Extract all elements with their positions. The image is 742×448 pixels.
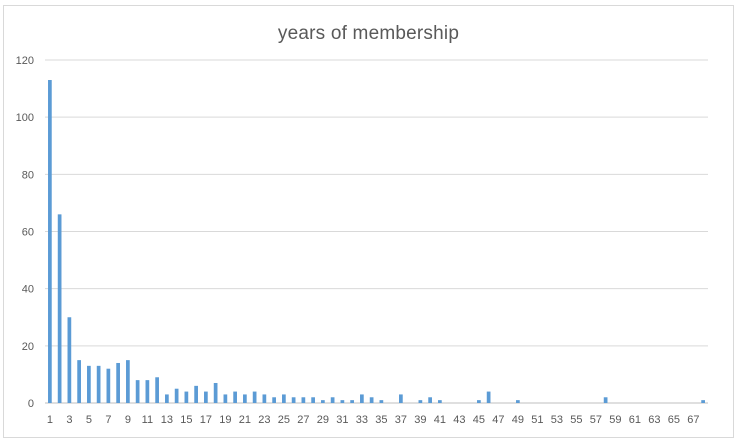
x-tick-label: 51: [531, 414, 543, 426]
bar: [477, 400, 481, 403]
x-tick-label: 35: [375, 414, 387, 426]
bar: [301, 397, 306, 403]
y-tick-label: 20: [22, 341, 34, 353]
bar: [87, 365, 91, 403]
x-tick-label: 3: [66, 414, 72, 426]
bar: [243, 394, 247, 403]
bar: [145, 380, 150, 403]
x-tick-label: 27: [297, 414, 309, 426]
x-tick-label: 9: [125, 414, 131, 426]
bar: [360, 394, 364, 403]
bar: [48, 80, 52, 403]
bar: [67, 317, 72, 403]
bar: [77, 360, 81, 404]
bar: [438, 400, 442, 403]
bar: [330, 397, 335, 403]
bar: [486, 391, 491, 403]
bar: [106, 368, 111, 403]
y-tick-label: 40: [22, 284, 34, 296]
x-tick-label: 31: [336, 414, 348, 426]
x-tick-label: 45: [473, 414, 485, 426]
x-tick-label: 47: [492, 414, 504, 426]
y-tick-label: 120: [16, 55, 34, 67]
bar: [516, 400, 520, 403]
bar: [155, 377, 159, 403]
bar: [603, 397, 608, 403]
x-tick-label: 29: [317, 414, 329, 426]
x-tick-label: 11: [142, 414, 153, 426]
bar: [204, 391, 208, 403]
bar: [311, 397, 315, 403]
x-tick-label: 13: [161, 414, 173, 426]
bar: [126, 360, 130, 404]
x-tick-label: 65: [668, 414, 680, 426]
bar: [184, 391, 189, 403]
y-tick-label: 100: [16, 112, 34, 124]
bar: [282, 394, 286, 403]
bar: [350, 400, 354, 403]
x-tick-label: 61: [629, 414, 641, 426]
x-tick-label: 5: [86, 414, 92, 426]
bar: [213, 382, 218, 403]
x-tick-label: 39: [414, 414, 426, 426]
bar: [135, 380, 140, 403]
x-tick-label: 37: [395, 414, 407, 426]
bar: [262, 394, 267, 403]
x-tick-label: 57: [590, 414, 602, 426]
bar: [428, 397, 432, 403]
bar: [57, 214, 62, 403]
bar: [223, 394, 228, 403]
x-tick-label: 21: [239, 414, 251, 426]
bar: [321, 400, 325, 403]
bar: [252, 391, 257, 403]
bar: [96, 365, 101, 403]
x-tick-label: 7: [105, 414, 111, 426]
y-tick-label: 60: [22, 227, 34, 239]
bar: [194, 385, 198, 403]
bar: [291, 397, 296, 403]
bar: [340, 400, 345, 403]
bar: [379, 400, 384, 403]
bar: [418, 400, 423, 403]
x-tick-label: 19: [219, 414, 231, 426]
x-tick-label: 43: [453, 414, 465, 426]
bar: [701, 400, 705, 403]
x-tick-label: 59: [609, 414, 621, 426]
y-tick-label: 0: [28, 398, 34, 410]
bar: [174, 388, 179, 403]
x-tick-label: 53: [551, 414, 563, 426]
x-tick-label: 33: [356, 414, 368, 426]
bar: [165, 394, 169, 403]
bar: [399, 394, 403, 403]
x-tick-label: 25: [278, 414, 290, 426]
bar: [272, 397, 276, 403]
bar: [369, 397, 374, 403]
bar: [116, 362, 120, 403]
x-tick-label: 1: [47, 414, 53, 426]
x-tick-label: 49: [512, 414, 524, 426]
x-tick-label: 23: [258, 414, 270, 426]
x-tick-label: 63: [648, 414, 660, 426]
y-tick-label: 80: [22, 169, 34, 181]
x-tick-label: 15: [180, 414, 192, 426]
chart-title: years of membership: [277, 23, 460, 44]
x-tick-label: 41: [434, 414, 446, 426]
x-tick-label: 55: [570, 414, 582, 426]
x-tick-label: 17: [200, 414, 212, 426]
x-tick-label: 67: [687, 414, 699, 426]
bar: [233, 391, 237, 403]
chart-container: years of membership: [3, 5, 734, 438]
